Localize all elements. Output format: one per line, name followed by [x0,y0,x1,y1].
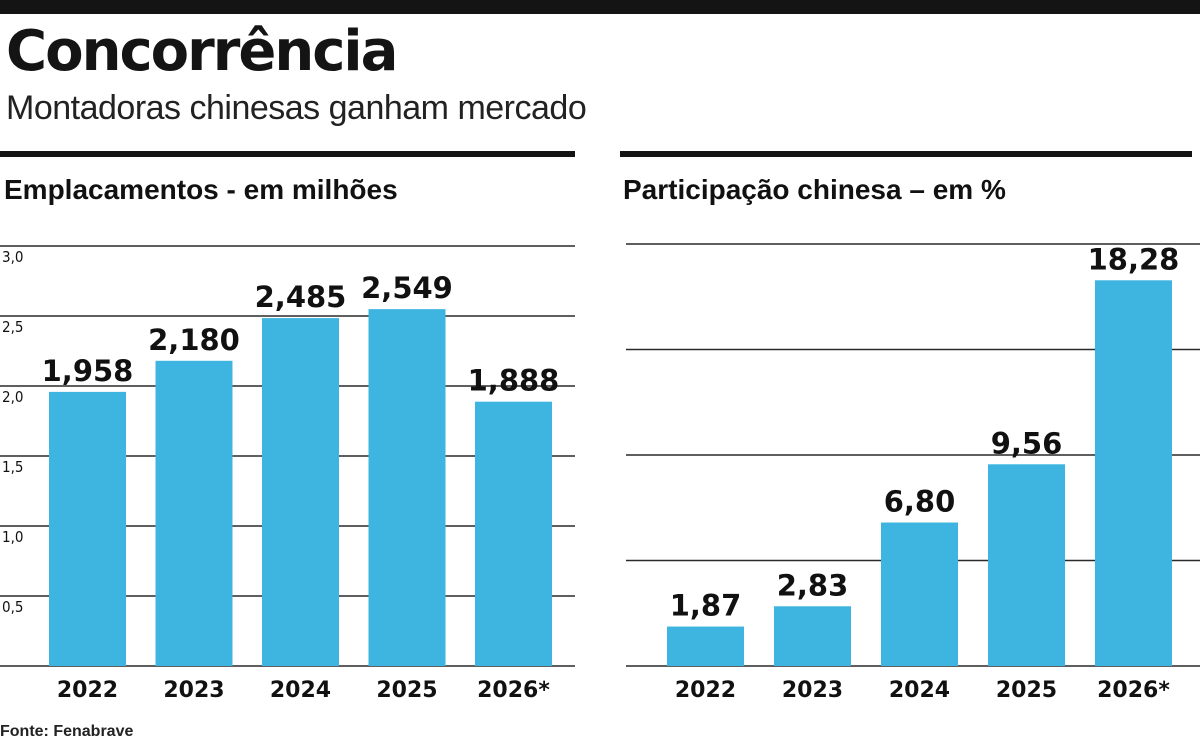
bar-2023 [155,360,233,666]
category-label: 2026* [1097,678,1170,703]
category-label: 2023 [163,678,224,703]
y-tick-label: 0,5 [2,598,23,616]
bar-2026 [475,401,552,666]
subtitle: Montadoras chinesas ganham mercado [6,89,587,127]
y-tick-label: 2,5 [2,318,23,336]
chart-emplacamentos-title: Emplacamentos - em milhões [4,174,398,205]
chart-participacao: Participação chinesa – em % 1,87 2022 2,83… [620,151,1200,703]
chart-emplacamentos-top-rule [0,151,575,157]
y-tick-label: 1,0 [2,528,23,546]
data-label: 1,87 [670,589,742,623]
category-label: 2024 [889,678,950,703]
bar-2025 [988,464,1065,666]
chart-emplacamentos-labels: 1,958 2022 2,180 2023 2,485 2024 2,549 2025 1,88… [42,271,560,703]
category-label: 2024 [270,678,331,703]
data-label: 2,180 [148,323,240,357]
y-tick-label: 2,0 [2,388,23,406]
y-tick-label: 3,0 [2,248,23,266]
category-label: 2025 [996,678,1057,703]
chart-participacao-labels: 1,87 2022 2,83 2023 6,80 2024 9,56 2025 18,28 202… [670,242,1180,703]
category-label: 2022 [57,678,118,703]
bar-2024 [262,318,339,666]
category-label: 2025 [376,678,437,703]
bar-2022 [49,391,126,666]
data-label: 9,56 [991,426,1063,460]
data-label: 2,83 [777,568,849,602]
data-label: 1,958 [42,354,134,388]
source-note: Fonte: Fenabrave [0,723,134,740]
chart-participacao-title: Participação chinesa – em % [623,174,1006,205]
data-label: 18,28 [1088,242,1180,276]
bar-2022 [667,626,744,666]
bar-2024 [881,522,958,666]
data-label: 2,549 [361,271,453,305]
y-tick-label: 1,5 [2,458,23,476]
chart-participacao-top-rule [620,151,1192,157]
data-label: 6,80 [884,485,956,519]
headline: Concorrência [6,19,398,84]
data-label: 1,888 [468,364,560,398]
category-label: 2022 [675,678,736,703]
chart-emplacamentos-bars [49,309,552,666]
chart-emplacamentos: Emplacamentos - em milhões 0,5 1,0 1,5 2,0 2… [0,151,575,703]
category-label: 2023 [782,678,843,703]
chart-participacao-bars [667,280,1172,666]
bar-2025 [368,309,446,666]
category-label: 2026* [477,678,550,703]
bar-2026 [1095,280,1172,666]
bar-2023 [774,606,851,666]
top-rule [0,0,1200,14]
data-label: 2,485 [255,280,347,314]
